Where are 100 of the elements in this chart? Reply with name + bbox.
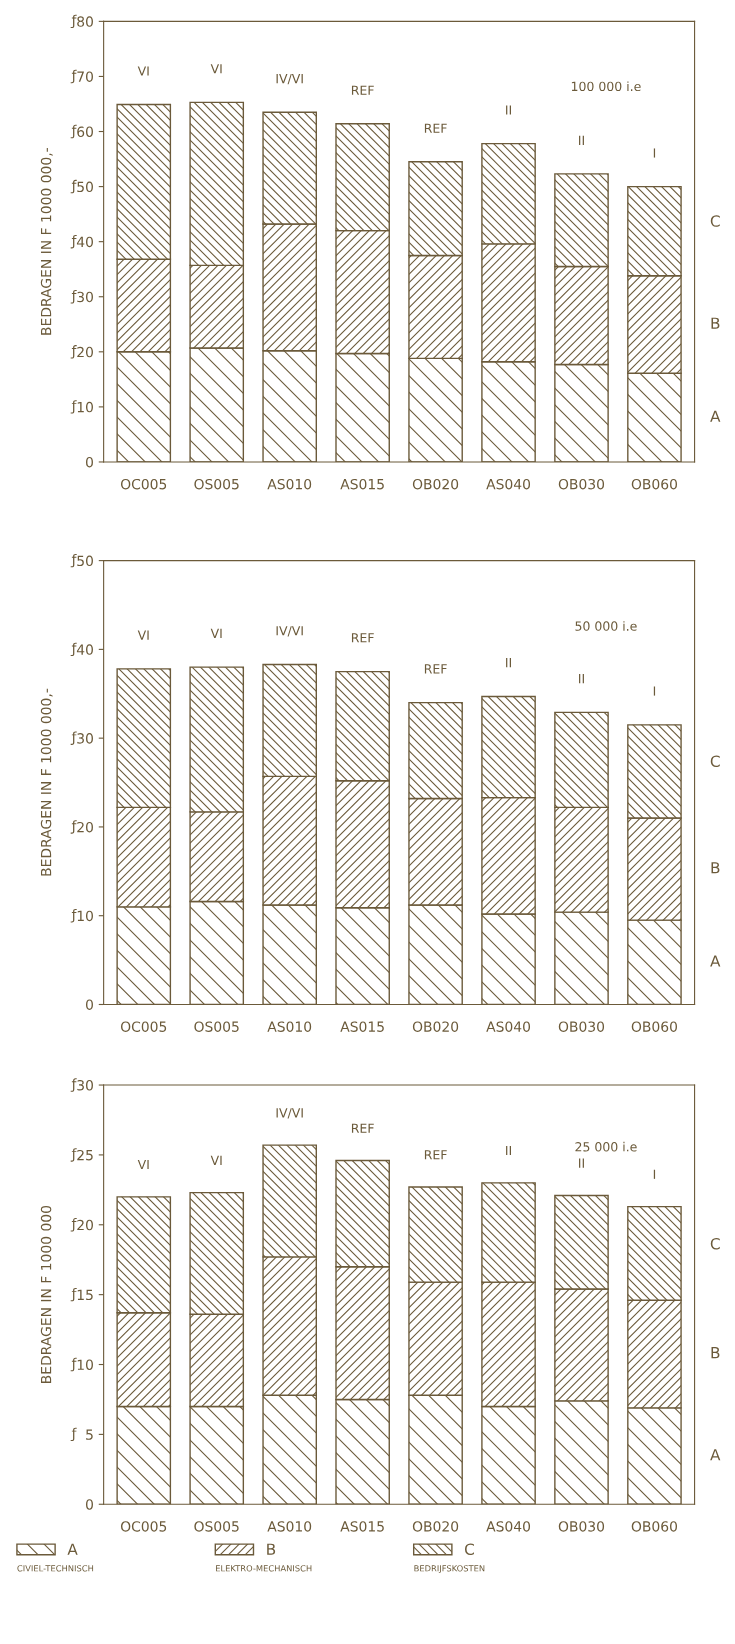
annotation: IV/VI (276, 626, 303, 637)
x-tick-label: OB020 (412, 1021, 459, 1032)
text: CIVIEL-TECHNISCH (17, 1565, 94, 1572)
annotation: VI (137, 66, 149, 76)
y-tick-label: 50 (77, 181, 93, 193)
text: ƒ (70, 1427, 77, 1442)
annotation: I (653, 148, 656, 158)
x-tick-label: OB020 (412, 1521, 459, 1532)
text: ƒ (70, 179, 77, 194)
text: ƒ (70, 400, 77, 414)
annotation: I (653, 1169, 656, 1179)
series-label: C (710, 215, 720, 227)
y-tick-label: 0 (85, 456, 93, 468)
legend-label: C (464, 1543, 474, 1555)
text: ƒ (70, 345, 77, 359)
text: ƒ (70, 14, 77, 29)
y-tick-label: 30 (77, 733, 93, 744)
text: ƒ (70, 1357, 77, 1372)
text: ƒ (70, 69, 77, 84)
x-tick-label: OB060 (631, 1521, 678, 1532)
series-label: B (711, 862, 720, 874)
series-label: A (710, 410, 721, 422)
x-tick-label: OB030 (558, 478, 605, 490)
series-label: C (710, 755, 720, 767)
annotation: VI (137, 1159, 149, 1170)
x-tick-label: OC005 (120, 478, 167, 490)
y-tick-label: 15 (77, 1289, 93, 1301)
annotation: REF (351, 633, 374, 643)
annotation: II (579, 135, 584, 145)
text: A (710, 1449, 721, 1461)
x-tick-label: OS005 (194, 1021, 239, 1032)
x-tick-label: OS005 (194, 478, 239, 490)
text: ƒ (70, 642, 77, 657)
annotation: VI (137, 630, 149, 640)
annotation: REF (424, 123, 447, 133)
y-axis-title: BEDRAGEN IN F 1000 000,- (40, 688, 53, 876)
text: BEDRIJFSKOSTEN (414, 1565, 485, 1574)
y-tick-label: 30 (77, 291, 93, 303)
y-tick-label: 70 (77, 71, 93, 82)
x-tick-label: AS040 (486, 478, 531, 490)
y-tick-label: 10 (77, 1359, 93, 1370)
y-axis-title: BEDRAGEN IN F 1000 000 (40, 1205, 52, 1383)
y-tick-label: 80 (77, 16, 93, 27)
y-axis-title: BEDRAGEN IN F 1000 000,- (40, 148, 53, 335)
y-tick-label: 0 (85, 1499, 93, 1510)
text: ƒ (70, 908, 77, 923)
series-label: A (710, 955, 721, 967)
annotation: VI (210, 628, 222, 638)
annotation: II (579, 674, 584, 684)
annotation: IV/VI (276, 1108, 303, 1119)
x-tick-label: OC005 (120, 1021, 167, 1032)
x-tick-label: AS010 (267, 1521, 312, 1532)
annotation: II (506, 105, 511, 115)
text: ƒ (70, 820, 77, 834)
text: ƒ (70, 1287, 77, 1302)
text: B (711, 1347, 720, 1359)
annotation: REF (424, 664, 447, 674)
x-tick-label: AS040 (486, 1021, 531, 1032)
text: ƒ (70, 731, 77, 745)
y-tick-label: 50 (77, 555, 93, 567)
text: ELEKTRO-MECHANISCH (216, 1565, 312, 1572)
x-tick-label: OB030 (558, 1021, 605, 1032)
annotation: IV/VI (276, 74, 303, 85)
legend-label: A (67, 1543, 78, 1555)
annotation: II (506, 658, 511, 668)
y-tick-label: 60 (77, 126, 93, 137)
y-tick-label: 20 (77, 821, 93, 833)
x-tick-label: OB030 (558, 1521, 605, 1532)
annotation: 25 000 i.e (575, 1141, 637, 1152)
annotation: REF (351, 1123, 374, 1133)
annotation: 50 000 i.e (575, 621, 637, 631)
annotation: I (653, 686, 656, 696)
x-tick-label: OC005 (120, 1521, 167, 1532)
y-tick-label: 5 (86, 1429, 93, 1440)
text: ƒ (70, 290, 77, 304)
x-tick-label: AS010 (267, 1021, 312, 1032)
text: ƒ (70, 1148, 77, 1162)
x-tick-label: OB060 (631, 1021, 678, 1032)
x-tick-label: AS040 (486, 1521, 531, 1532)
x-tick-label: AS015 (340, 1521, 384, 1532)
text: ƒ (70, 234, 77, 249)
y-tick-label: 30 (77, 1080, 93, 1091)
y-tick-label: 20 (77, 346, 93, 358)
x-tick-label: AS015 (340, 478, 384, 490)
y-tick-label: 25 (77, 1149, 93, 1161)
y-tick-label: 20 (77, 1219, 93, 1231)
y-tick-label: 10 (77, 910, 93, 922)
text: ƒ (70, 1078, 77, 1092)
annotation: VI (210, 64, 222, 74)
x-tick-label: OS005 (194, 1521, 239, 1532)
annotation: 100 000 i.e (571, 81, 641, 92)
annotation: REF (424, 1150, 447, 1160)
legend-label: B (267, 1543, 276, 1555)
x-tick-label: AS015 (340, 1021, 384, 1032)
text: ƒ (70, 553, 77, 568)
annotation: REF (351, 85, 374, 95)
y-tick-label: 40 (76, 644, 93, 655)
x-tick-label: OB060 (631, 478, 678, 490)
text: ƒ (70, 124, 77, 139)
y-tick-label: 0 (85, 999, 93, 1010)
